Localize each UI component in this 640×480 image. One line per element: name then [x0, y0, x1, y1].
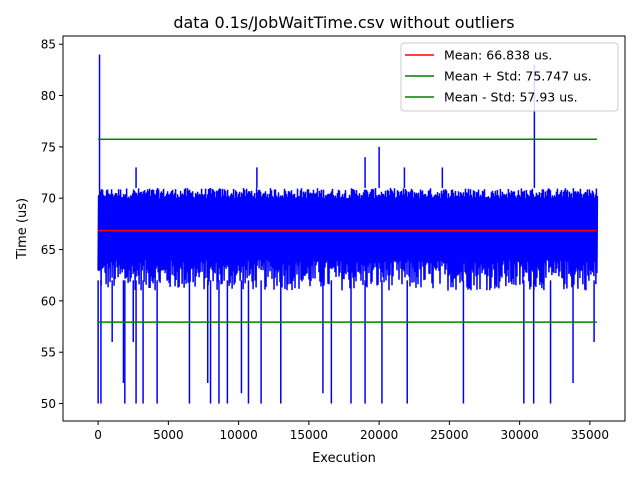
- x-tick-label: 35000: [571, 428, 609, 442]
- plot-frame: [62, 35, 626, 422]
- y-tick-label: 55: [41, 346, 56, 360]
- x-tick-label: 20000: [360, 428, 398, 442]
- data-layer: [97, 54, 599, 404]
- x-axis-label: Execution: [312, 451, 376, 466]
- y-tick-label: 60: [41, 294, 56, 308]
- y-tick-label: 50: [41, 397, 56, 411]
- legend: Mean: 66.838 us. Mean + Std: 75.747 us. Me…: [400, 42, 619, 112]
- y-tick-label: 75: [41, 140, 56, 154]
- x-tick-label: 15000: [290, 428, 328, 442]
- y-tick-label: 80: [41, 89, 56, 103]
- x-tick-label: 0: [94, 428, 102, 442]
- series-trace: [97, 187, 599, 291]
- legend-label: Mean + Std: 75.747 us.: [444, 69, 592, 84]
- y-axis-ticks: 50 55 60 65 70 75 80 85: [41, 38, 63, 411]
- x-tick-label: 25000: [430, 428, 468, 442]
- x-axis-ticks: 0 5000 10000 15000 20000 25000 30000 35000: [94, 421, 609, 442]
- legend-box: [400, 42, 619, 112]
- y-tick-label: 65: [41, 243, 56, 257]
- y-axis-label: Time (us): [15, 198, 30, 260]
- x-tick-label: 5000: [153, 428, 184, 442]
- y-tick-label: 70: [41, 192, 56, 206]
- x-tick-label: 10000: [220, 428, 258, 442]
- legend-label: Mean - Std: 57.93 us.: [444, 90, 578, 105]
- plot-area: [62, 35, 626, 422]
- x-tick-label: 30000: [501, 428, 539, 442]
- y-tick-label: 85: [41, 38, 56, 52]
- chart-title: data 0.1s/JobWaitTime.csv without outlie…: [173, 13, 514, 32]
- legend-label: Mean: 66.838 us.: [444, 48, 552, 63]
